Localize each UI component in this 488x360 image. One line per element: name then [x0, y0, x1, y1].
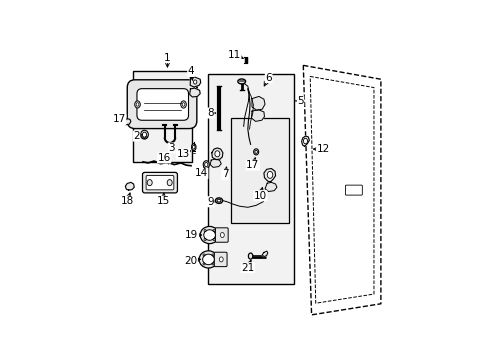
Text: 6: 6	[264, 73, 271, 86]
Text: 11: 11	[227, 50, 243, 60]
Ellipse shape	[202, 254, 214, 265]
FancyBboxPatch shape	[215, 228, 228, 242]
Ellipse shape	[140, 130, 148, 139]
Text: 21: 21	[241, 260, 254, 273]
Ellipse shape	[215, 198, 222, 203]
Text: 3: 3	[168, 141, 175, 153]
Ellipse shape	[135, 101, 140, 108]
FancyBboxPatch shape	[127, 80, 197, 129]
Ellipse shape	[193, 80, 197, 84]
Text: 5: 5	[295, 96, 303, 106]
Polygon shape	[125, 183, 134, 190]
Ellipse shape	[217, 199, 221, 202]
Text: 17: 17	[245, 158, 259, 170]
Ellipse shape	[253, 149, 258, 155]
Ellipse shape	[254, 150, 257, 153]
Text: 14: 14	[194, 168, 207, 179]
Ellipse shape	[136, 103, 139, 106]
Ellipse shape	[181, 101, 186, 108]
Ellipse shape	[204, 162, 207, 167]
Text: 13: 13	[176, 149, 190, 159]
FancyBboxPatch shape	[214, 252, 226, 267]
Ellipse shape	[214, 151, 220, 157]
Ellipse shape	[303, 138, 307, 144]
Ellipse shape	[192, 145, 195, 149]
Polygon shape	[264, 183, 276, 192]
Text: 4: 4	[187, 67, 194, 80]
Ellipse shape	[147, 180, 152, 186]
Text: 2: 2	[133, 131, 142, 141]
Text: 9: 9	[207, 197, 215, 207]
Text: 19: 19	[185, 230, 201, 240]
Text: 16: 16	[157, 153, 170, 164]
Bar	[207, 74, 293, 284]
Ellipse shape	[203, 230, 215, 240]
Ellipse shape	[220, 233, 224, 238]
Polygon shape	[189, 88, 200, 97]
Ellipse shape	[267, 171, 272, 178]
Ellipse shape	[237, 79, 245, 84]
Ellipse shape	[219, 257, 223, 262]
Ellipse shape	[191, 144, 196, 150]
Text: 1: 1	[164, 53, 170, 67]
Ellipse shape	[167, 180, 172, 186]
Polygon shape	[262, 251, 267, 257]
Polygon shape	[251, 110, 264, 121]
Text: 17: 17	[112, 114, 127, 125]
Bar	[133, 71, 192, 162]
Ellipse shape	[182, 103, 184, 106]
FancyBboxPatch shape	[142, 172, 177, 193]
Polygon shape	[264, 168, 275, 182]
Bar	[231, 118, 289, 223]
Text: 20: 20	[184, 256, 200, 266]
Ellipse shape	[203, 161, 209, 168]
Text: 10: 10	[253, 188, 266, 201]
Text: 18: 18	[121, 193, 134, 206]
Ellipse shape	[248, 253, 252, 259]
Text: 12: 12	[313, 144, 329, 154]
Polygon shape	[190, 77, 200, 87]
FancyBboxPatch shape	[146, 175, 173, 190]
Polygon shape	[251, 96, 264, 110]
Text: 15: 15	[156, 193, 169, 206]
Polygon shape	[211, 148, 223, 159]
Text: 7: 7	[222, 167, 228, 179]
Ellipse shape	[199, 251, 218, 268]
Ellipse shape	[142, 132, 146, 137]
FancyBboxPatch shape	[345, 185, 362, 195]
FancyBboxPatch shape	[137, 89, 188, 120]
Text: 8: 8	[207, 108, 215, 118]
Polygon shape	[210, 159, 221, 167]
Polygon shape	[124, 118, 131, 125]
Polygon shape	[301, 136, 309, 146]
Ellipse shape	[200, 226, 219, 244]
